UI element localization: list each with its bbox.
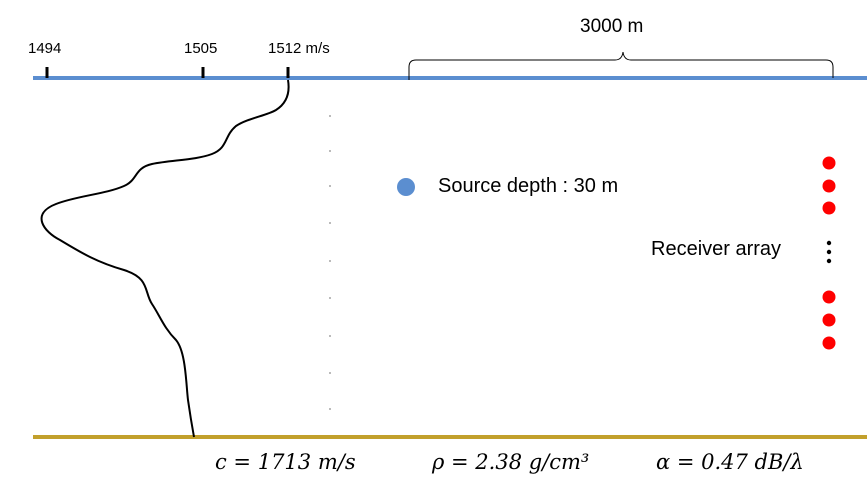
receiver-dot [822, 156, 836, 170]
range-label: 3000 m [580, 16, 644, 37]
param-density: ρ = 2.38 g/cm³ [432, 450, 590, 474]
range-brace [408, 51, 834, 80]
param-attenuation: α = 0.47 dB/λ [656, 450, 804, 474]
receiver-label: Receiver array [651, 238, 782, 260]
receiver-dot [822, 179, 836, 193]
source-marker [397, 178, 415, 196]
sound-speed-profile [40, 79, 290, 438]
receiver-dot [822, 290, 836, 304]
receiver-array [822, 156, 836, 350]
tick-label-1512: 1512 m/s [268, 40, 330, 57]
receiver-ellipsis-dot [826, 249, 832, 255]
range-ticks-faint [329, 115, 331, 410]
receiver-dot [822, 313, 836, 327]
param-sound-speed: c = 1713 m/s [215, 450, 356, 474]
tick-label-1505: 1505 [184, 40, 218, 57]
receiver-dot [822, 201, 836, 215]
source-label: Source depth : 30 m [438, 175, 619, 197]
receiver-ellipsis-dot [826, 258, 832, 264]
tick-label-1494: 1494 [28, 40, 62, 57]
receiver-dot [822, 336, 836, 350]
receiver-ellipsis-dot [826, 240, 832, 246]
